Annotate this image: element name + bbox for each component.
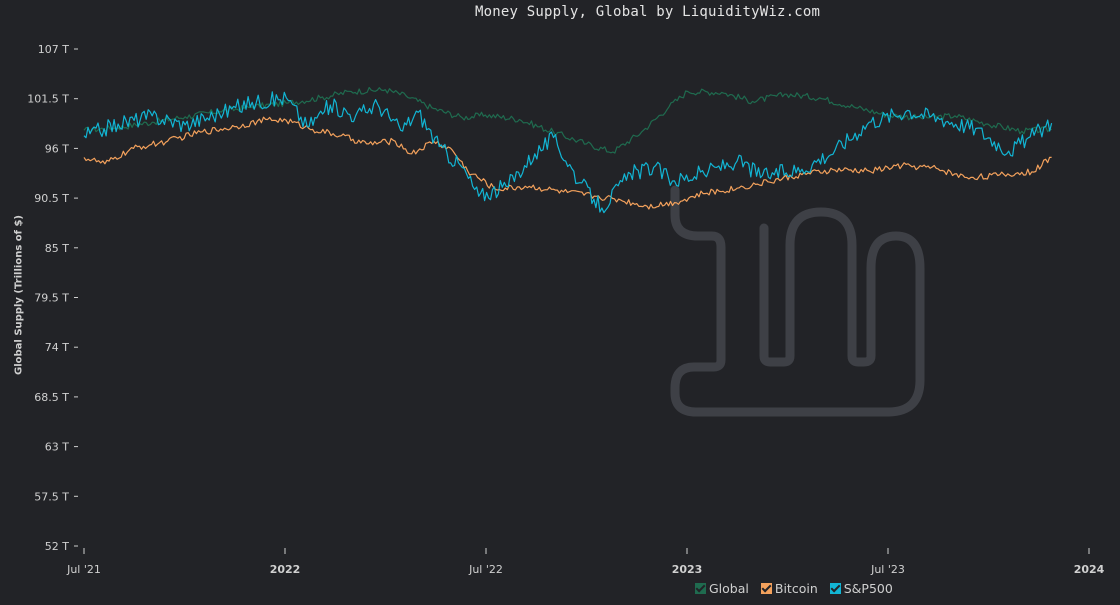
- legend: Global Bitcoin S&P500: [695, 581, 893, 596]
- checkbox-icon: [829, 583, 841, 594]
- legend-label: Bitcoin: [774, 581, 818, 596]
- legend-item-global[interactable]: Global: [695, 581, 749, 596]
- legend-label: S&P500: [843, 581, 893, 596]
- y-tick-label: 63 T: [45, 441, 69, 454]
- y-tick-label: 79.5 T: [34, 292, 69, 305]
- x-tick-label: 2023: [672, 563, 703, 576]
- x-tick-label: Jul '22: [468, 563, 503, 576]
- legend-label: Global: [709, 581, 749, 596]
- y-tick-label: 101.5 T: [27, 93, 69, 106]
- chart-title: Money Supply, Global by LiquidityWiz.com: [475, 4, 821, 20]
- y-tick-label: 85 T: [45, 242, 69, 255]
- legend-item-sp500[interactable]: S&P500: [829, 581, 893, 596]
- checkbox-icon: [695, 583, 706, 594]
- liquiditywiz-logo-icon: [670, 185, 925, 417]
- y-tick-label: 107 T: [38, 43, 69, 56]
- x-tick-label: 2022: [270, 563, 301, 576]
- checkbox-icon: [760, 583, 772, 594]
- y-tick-label: 68.5 T: [34, 391, 69, 404]
- y-tick-label: 57.5 T: [34, 490, 69, 503]
- x-tick-label: 2024: [1074, 563, 1105, 576]
- legend-item-bitcoin[interactable]: Bitcoin: [760, 581, 818, 596]
- series-line-sp500: [83, 91, 1053, 214]
- series-line-global: [83, 86, 1052, 154]
- series-layer: [83, 86, 1053, 214]
- series-line-bitcoin: [83, 116, 1052, 210]
- axes: 107 T 101.5 T 96 T 90.5 T 85 T 79.5 T 74 T 68.5…: [27, 43, 1104, 576]
- y-tick-label: 74 T: [45, 341, 69, 354]
- y-tick-label: 96 T: [45, 142, 69, 155]
- y-tick-label: 90.5 T: [34, 192, 69, 205]
- y-tick-label: 52 T: [45, 540, 69, 553]
- x-tick-label: Jul '23: [870, 563, 905, 576]
- x-tick-label: Jul '21: [66, 563, 101, 576]
